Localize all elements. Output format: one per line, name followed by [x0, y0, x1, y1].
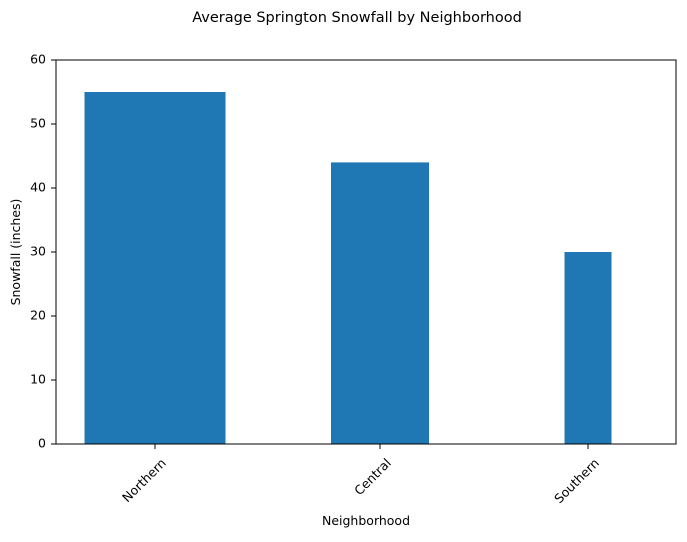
y-axis-label: Snowfall (inches): [8, 199, 23, 306]
bars-layer: [84, 92, 612, 444]
y-axis: 0 10 20 30 40 50 60: [30, 52, 56, 451]
bar-central: [331, 162, 430, 444]
y-tick-label: 10: [30, 372, 46, 387]
x-tick-label: Central: [351, 455, 394, 498]
x-tick-label: Southern: [551, 455, 602, 506]
x-axis: Northern Central Southern: [119, 444, 602, 506]
y-tick-label: 50: [30, 116, 46, 131]
y-tick-label: 30: [30, 244, 46, 259]
plot-frame: [55, 59, 677, 445]
x-axis-label: Neighborhood: [322, 513, 410, 528]
y-tick-label: 20: [30, 308, 46, 323]
y-tick-label: 0: [38, 436, 46, 451]
bar-northern: [84, 92, 226, 444]
x-tick-label: Northern: [119, 455, 169, 505]
bar-southern: [564, 252, 612, 444]
y-tick-label: 60: [30, 52, 46, 67]
y-tick-label: 40: [30, 180, 46, 195]
chart-title: Average Springton Snowfall by Neighborho…: [192, 10, 522, 26]
